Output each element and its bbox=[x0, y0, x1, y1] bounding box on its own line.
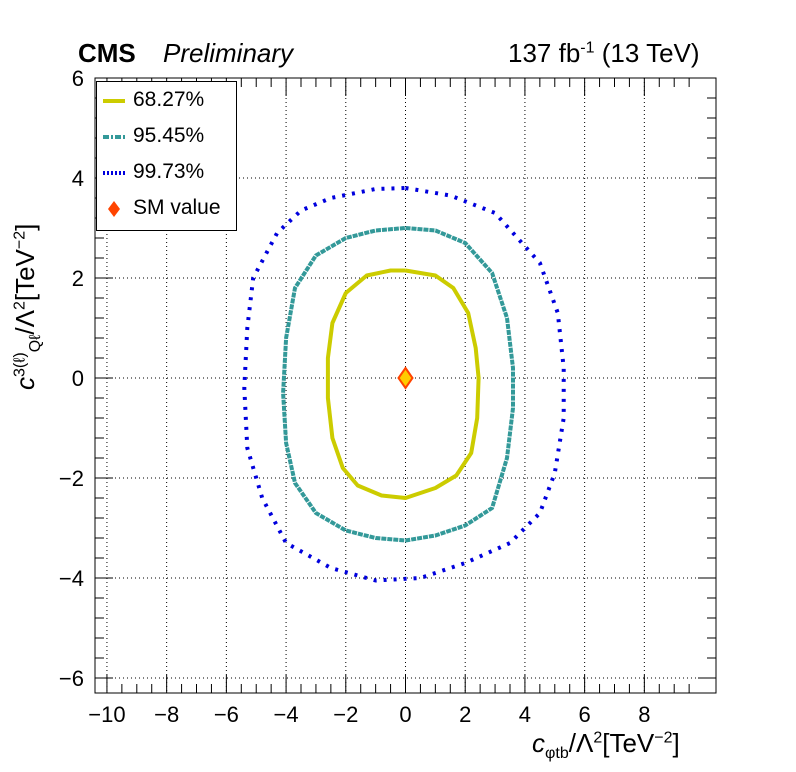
y-label-sup1: 3(ℓ) bbox=[11, 352, 29, 377]
lumi-value: 137 fb bbox=[508, 38, 581, 68]
y-label-sub: Qℓ bbox=[27, 334, 45, 353]
x-label-rest: /Λ bbox=[568, 728, 594, 758]
x-tick-label: 4 bbox=[519, 702, 531, 727]
y-tick-label: 2 bbox=[72, 266, 84, 291]
legend-label-68: 68.27% bbox=[133, 88, 205, 111]
x-tick-label: −8 bbox=[154, 702, 179, 727]
legend: 68.27% 95.45% 99.73% SM value bbox=[96, 81, 237, 231]
legend-label-99: 99.73% bbox=[133, 160, 205, 183]
dotted-line-icon bbox=[103, 171, 125, 175]
luminosity-label: 137 fb-1 (13 TeV) bbox=[508, 38, 700, 69]
y-tick-label: 6 bbox=[72, 66, 84, 91]
x-tick-label: 2 bbox=[459, 702, 471, 727]
legend-entry-99: 99.73% bbox=[97, 156, 238, 190]
x-label-main: c bbox=[532, 728, 545, 758]
x-label-sup: 2 bbox=[593, 729, 603, 747]
y-tick-label: 0 bbox=[72, 366, 84, 391]
energy-label: (13 TeV) bbox=[594, 38, 700, 68]
legend-label-sm: SM value bbox=[133, 196, 221, 219]
y-label-rest: /Λ bbox=[10, 310, 40, 335]
x-tick-label: −4 bbox=[274, 702, 299, 727]
y-tick-label: −4 bbox=[59, 566, 84, 591]
diamond-marker-icon bbox=[108, 201, 120, 217]
x-tick-label: −10 bbox=[88, 702, 125, 727]
tick-labels: −10 −8 −6 −4 −2 0 2 4 6 8 −6 −4 −2 0 2 4 6 bbox=[59, 66, 651, 727]
lumi-exponent: -1 bbox=[580, 39, 595, 57]
x-tick-label: −6 bbox=[214, 702, 239, 727]
y-tick-label: −6 bbox=[59, 666, 84, 691]
x-label-sub: φtb bbox=[545, 745, 569, 763]
contour-9973 bbox=[242, 186, 566, 583]
legend-entry-95: 95.45% bbox=[97, 120, 238, 154]
x-axis-label: cφtb/Λ2[TeV−2] bbox=[532, 728, 680, 763]
contour-6827 bbox=[325, 268, 481, 500]
contour-series bbox=[242, 186, 566, 583]
x-tick-label: 0 bbox=[399, 702, 411, 727]
contour-9545 bbox=[281, 226, 515, 543]
grid-lines bbox=[95, 77, 716, 693]
x-tick-label: 6 bbox=[579, 702, 591, 727]
sm-point bbox=[397, 366, 414, 390]
y-label-sup: 2 bbox=[11, 301, 29, 311]
legend-label-95: 95.45% bbox=[133, 124, 205, 147]
x-label-unit-sup: −2 bbox=[654, 729, 673, 747]
legend-entry-sm: SM value bbox=[97, 192, 238, 226]
x-label-close: ] bbox=[672, 728, 680, 758]
dashdot-line-icon bbox=[103, 135, 125, 139]
y-label-main: c bbox=[10, 377, 40, 390]
solid-line-icon bbox=[103, 99, 125, 103]
y-axis-label: c3(ℓ)Qℓ/Λ2[TeV−2] bbox=[10, 224, 45, 390]
x-tick-label: −2 bbox=[333, 702, 358, 727]
y-tick-label: 4 bbox=[72, 166, 84, 191]
y-label-unit: [TeV bbox=[10, 249, 40, 302]
status-label: Preliminary bbox=[163, 38, 294, 68]
legend-entry-68: 68.27% bbox=[97, 84, 238, 118]
x-tick-label: 8 bbox=[638, 702, 650, 727]
y-label-unit-sup: −2 bbox=[11, 230, 29, 250]
x-label-unit: [TeV bbox=[602, 728, 655, 758]
sm-point-group bbox=[397, 366, 414, 390]
y-label-close: ] bbox=[10, 223, 40, 231]
experiment-label: CMS bbox=[78, 38, 136, 68]
y-tick-label: −2 bbox=[59, 466, 84, 491]
